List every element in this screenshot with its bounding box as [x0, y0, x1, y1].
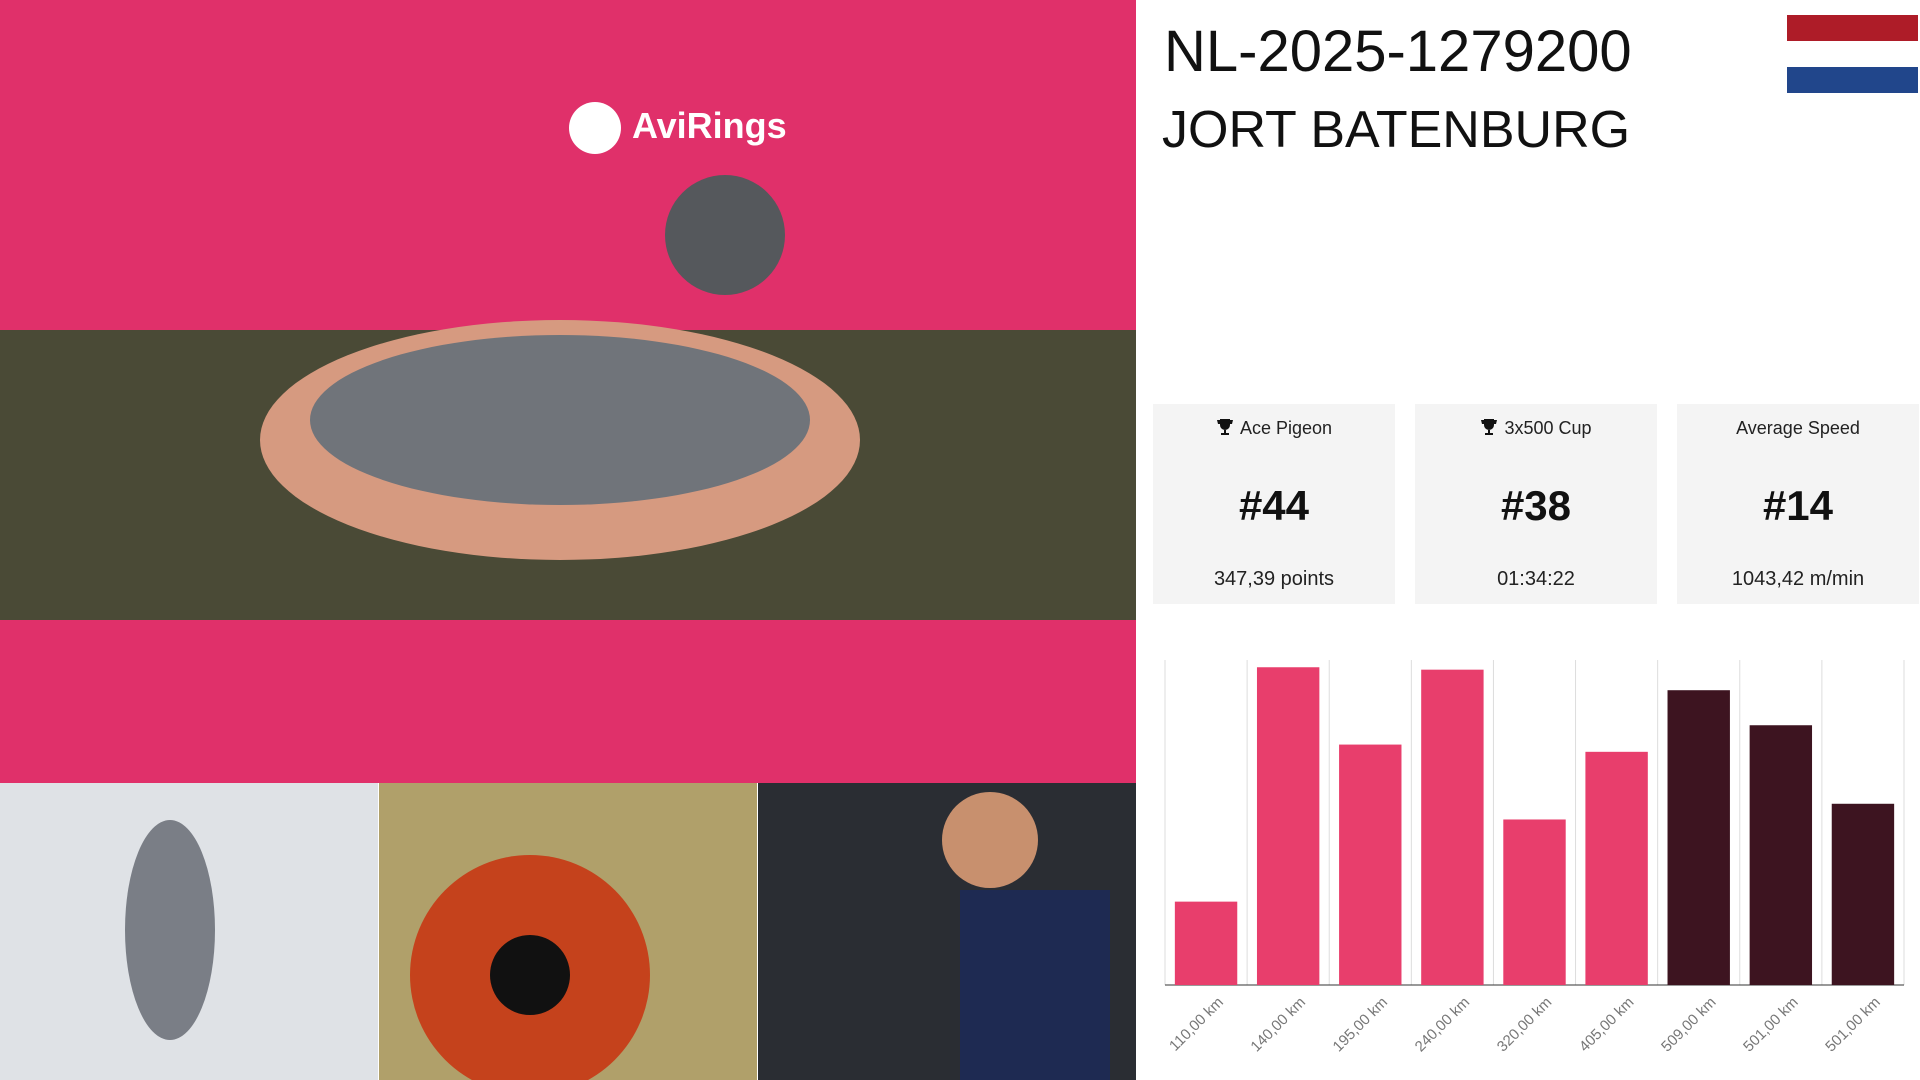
stat-detail: 347,39 points	[1213, 568, 1335, 590]
bar	[1667, 690, 1730, 985]
wing	[125, 820, 215, 1040]
x-tick-label: 509,00 km	[1658, 994, 1720, 1056]
x-tick-label: 240,00 km	[1412, 994, 1474, 1056]
bar	[1749, 725, 1813, 985]
logo-icon	[569, 102, 621, 154]
trophy-icon	[1481, 419, 1498, 435]
pigeon-head	[665, 175, 785, 295]
trophy-icon	[1216, 419, 1233, 435]
bar	[1174, 901, 1238, 985]
x-tick-label: 195,00 km	[1330, 994, 1392, 1056]
stat-rank: #38	[1500, 482, 1572, 529]
stat-rank: #44	[1238, 482, 1310, 529]
stat-title: Average Speed	[1677, 418, 1919, 439]
stat-detail: 1043,42 m/min	[1731, 568, 1865, 590]
stat-card: Ace Pigeon #44 347,39 points	[1153, 404, 1395, 604]
x-tick-label: 110,00 km	[1166, 994, 1227, 1055]
photos: AviRings	[0, 0, 1136, 1080]
stat-title-text: Ace Pigeon	[1239, 418, 1333, 438]
stat-title: 3x500 Cup	[1415, 418, 1657, 439]
logo-text: AviRings	[632, 105, 787, 146]
stat-card: 3x500 Cup #38 01:34:22	[1415, 404, 1657, 604]
face	[942, 792, 1038, 888]
stat-title-text: Average Speed	[1736, 418, 1860, 438]
owner-name: JORT BATENBURG	[1162, 101, 1631, 159]
x-tick-label: 405,00 km	[1576, 994, 1638, 1056]
stat-title-text: 3x500 Cup	[1504, 418, 1592, 438]
stat-card: Average Speed #14 1043,42 m/min	[1677, 404, 1919, 604]
flag	[1787, 15, 1918, 93]
bar	[1831, 803, 1895, 985]
stat-title: Ace Pigeon	[1153, 418, 1395, 439]
bar	[1503, 819, 1566, 985]
chart: 110,00 km 140,00 km 195,00 km 240,00 km 320,…	[1164, 660, 1905, 1056]
ring-number: NL-2025-1279200	[1164, 19, 1632, 84]
x-tick-label: 140,00 km	[1247, 994, 1309, 1056]
bar	[1339, 744, 1402, 985]
stat-rank: #14	[1762, 482, 1834, 529]
x-tick-label: 501,00 km	[1822, 994, 1884, 1056]
x-tick-label: 320,00 km	[1494, 994, 1556, 1056]
x-tick-label: 501,00 km	[1740, 994, 1802, 1056]
shirt	[960, 890, 1110, 1080]
pigeon	[310, 335, 810, 505]
bar	[1256, 667, 1320, 985]
stat-detail: 01:34:22	[1497, 568, 1575, 590]
pupil	[490, 935, 570, 1015]
bar	[1421, 669, 1484, 985]
bar	[1585, 751, 1648, 985]
